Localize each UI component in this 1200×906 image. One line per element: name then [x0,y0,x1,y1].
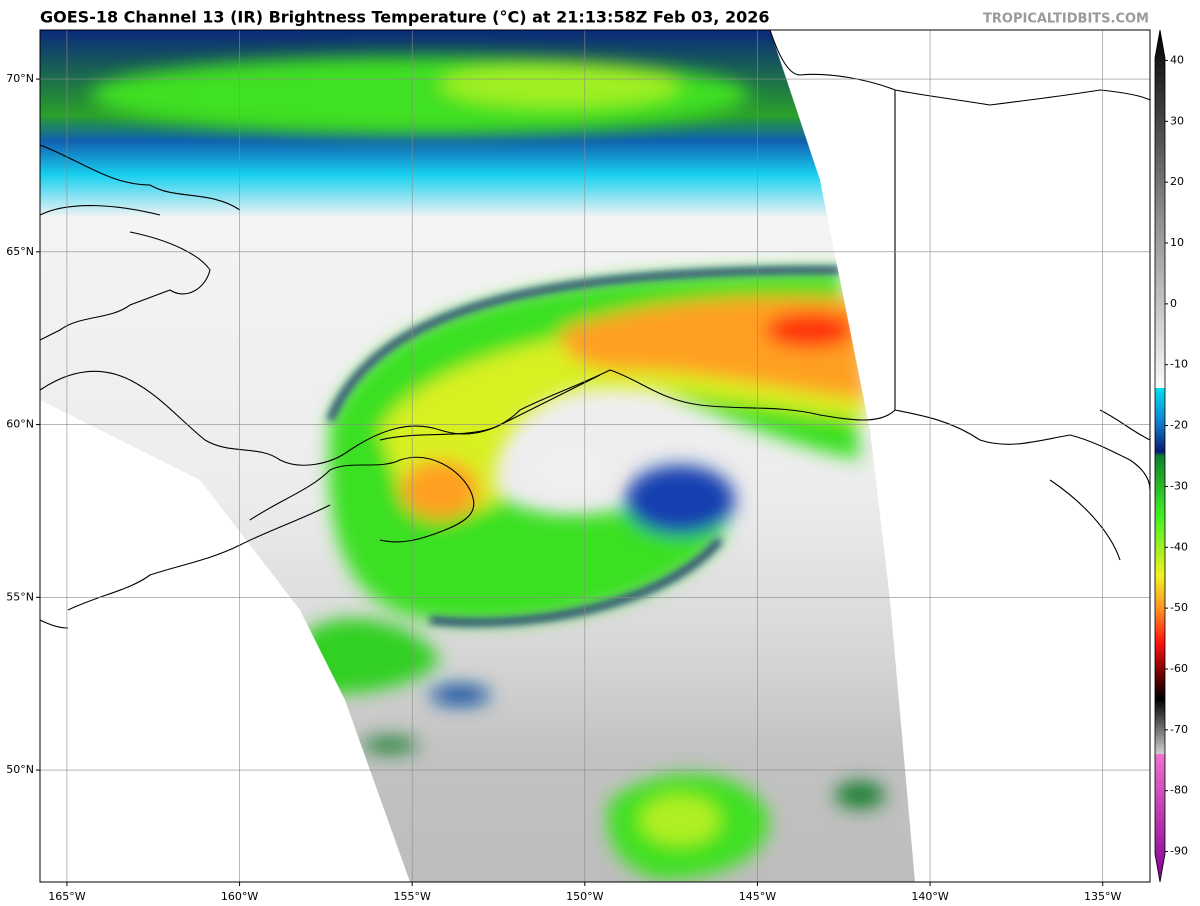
watermark: TROPICALTIDBITS.COM [983,12,1149,27]
map-imagery [40,30,1150,882]
colorbar-tick-label: -20 [1170,419,1188,432]
colorbar-tick-label: -60 [1170,662,1188,675]
lat-tick-label: 60°N [6,418,34,431]
colorbar-tick-label: -40 [1170,540,1188,553]
lat-tick-label: 55°N [6,590,34,603]
graticule [40,30,1150,882]
lon-tick-label: 155°W [393,890,430,903]
lon-tick-label: 140°W [911,890,948,903]
lon-tick-label: 150°W [566,890,603,903]
coastlines [40,30,1150,629]
colorbar-tick-label: -90 [1170,845,1188,858]
lon-tick-label: 160°W [221,890,258,903]
colorbar-tick-label: 0 [1170,297,1177,310]
lat-tick-label: 70°N [6,72,34,85]
colorbar: 40 30 20 10 0 -10 -20 -30 -40 -50 -60 -70 -80 -90 [1154,29,1188,883]
colorbar-body [1154,29,1166,883]
colorbar-tick-label: 20 [1170,175,1184,188]
colorbar-tick-label: 30 [1170,114,1184,127]
colorbar-tick-label: -10 [1170,358,1188,371]
colorbar-tick-label: 10 [1170,236,1184,249]
colorbar-tick-label: -50 [1170,601,1188,614]
colorbar-tick-label: -30 [1170,479,1188,492]
colorbar-tick-label: -70 [1170,723,1188,736]
lat-tick-label: 50°N [6,763,34,776]
lon-tick-label: 165°W [48,890,85,903]
title: GOES-18 Channel 13 (IR) Brightness Tempe… [40,8,769,27]
lon-tick-label: 145°W [739,890,776,903]
lat-tick-label: 65°N [6,245,34,258]
colorbar-tick-label: -80 [1170,784,1188,797]
map-frame [39,29,1151,883]
lon-tick-label: 135°W [1084,890,1121,903]
colorbar-tick-label: 40 [1170,53,1184,66]
